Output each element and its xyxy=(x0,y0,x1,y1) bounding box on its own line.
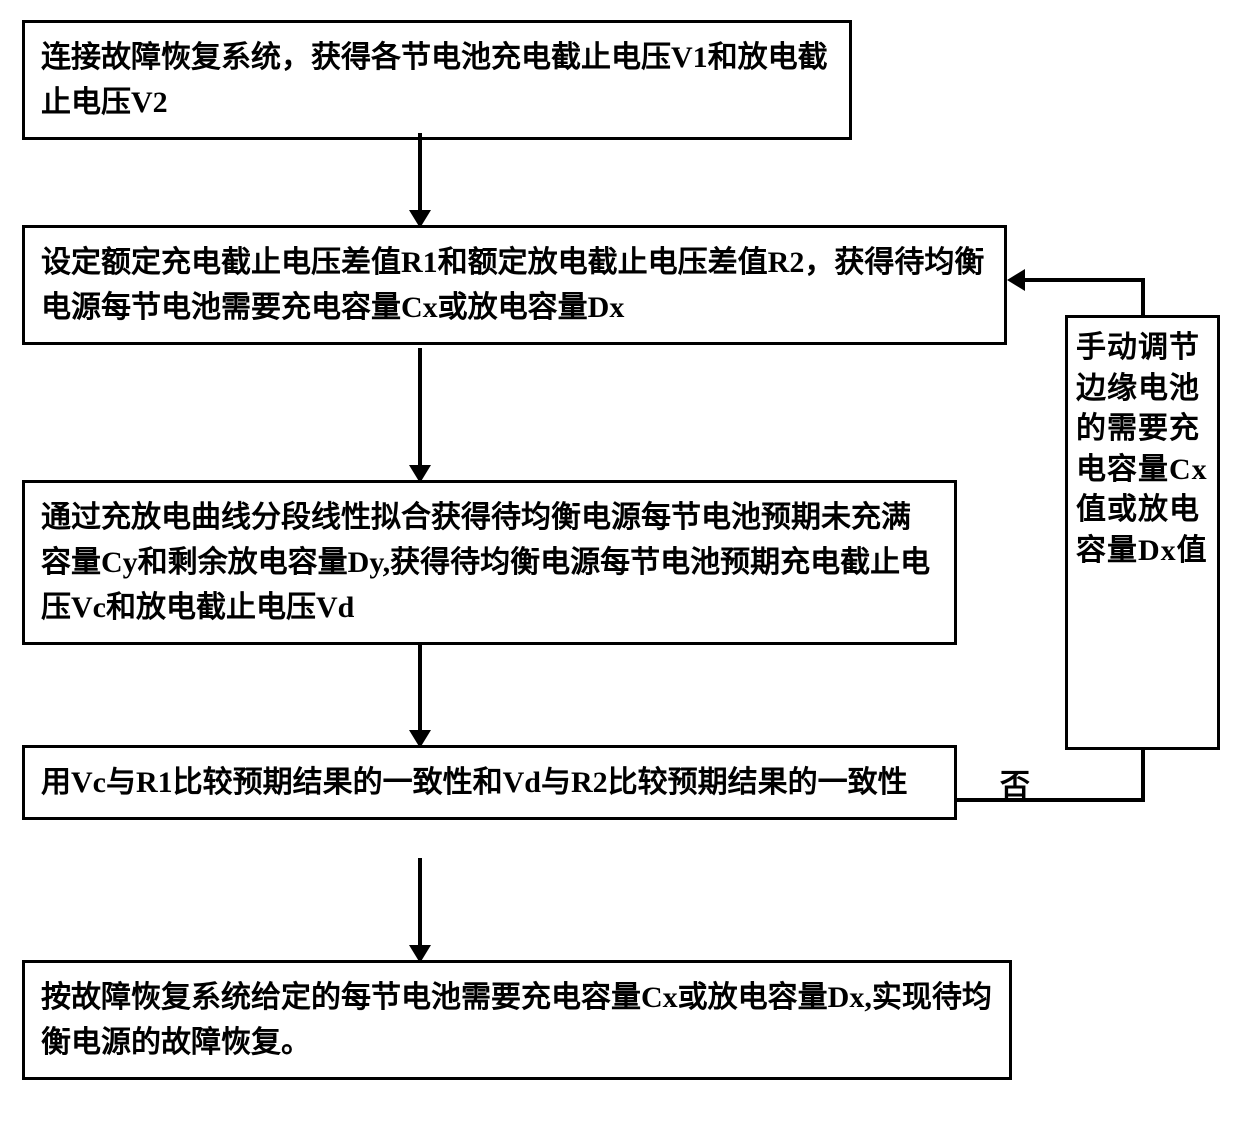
feedback-v1 xyxy=(1141,750,1145,802)
step1-text: 连接故障恢复系统，获得各节电池充电截止电压V1和放电截止电压V2 xyxy=(41,41,828,119)
arrow-3-4-line xyxy=(418,645,422,735)
arrow-1-2-line xyxy=(418,133,422,213)
step2-text: 设定额定充电截止电压差值R1和额定放电截止电压差值R2，获得待均衡电源每节电池需… xyxy=(41,246,984,324)
side-text: 手动调节边缘电池的需要充电容量Cx值或放电容量Dx值 xyxy=(1076,331,1208,567)
arrow-2-3-line xyxy=(418,348,422,468)
arrow-4-5-line xyxy=(418,858,422,950)
step4-text: 用Vc与R1比较预期结果的一致性和Vd与R2比较预期结果的一致性 xyxy=(41,766,908,799)
step-fault-recovery: 按故障恢复系统给定的每节电池需要充电容量Cx或放电容量Dx,实现待均衡电源的故障… xyxy=(22,960,1012,1080)
feedback-v2 xyxy=(1141,280,1145,315)
no-label: 否 xyxy=(1000,760,1030,804)
feedback-h2 xyxy=(1020,278,1145,282)
step-set-rated-values: 设定额定充电截止电压差值R1和额定放电截止电压差值R2，获得待均衡电源每节电池需… xyxy=(22,225,1007,345)
step-connect-system: 连接故障恢复系统，获得各节电池充电截止电压V1和放电截止电压V2 xyxy=(22,20,852,140)
step3-text: 通过充放电曲线分段线性拟合获得待均衡电源每节电池预期未充满容量Cy和剩余放电容量… xyxy=(41,501,930,624)
step5-text: 按故障恢复系统给定的每节电池需要充电容量Cx或放电容量Dx,实现待均衡电源的故障… xyxy=(41,981,992,1059)
flowchart-container: 连接故障恢复系统，获得各节电池充电截止电压V1和放电截止电压V2 设定额定充电截… xyxy=(0,0,1240,1123)
feedback-arrow-head xyxy=(1007,269,1025,291)
step-manual-adjust: 手动调节边缘电池的需要充电容量Cx值或放电容量Dx值 xyxy=(1065,315,1220,750)
feedback-h1 xyxy=(957,798,1145,802)
step-compare-consistency: 用Vc与R1比较预期结果的一致性和Vd与R2比较预期结果的一致性 xyxy=(22,745,957,820)
step-linear-fitting: 通过充放电曲线分段线性拟合获得待均衡电源每节电池预期未充满容量Cy和剩余放电容量… xyxy=(22,480,957,645)
